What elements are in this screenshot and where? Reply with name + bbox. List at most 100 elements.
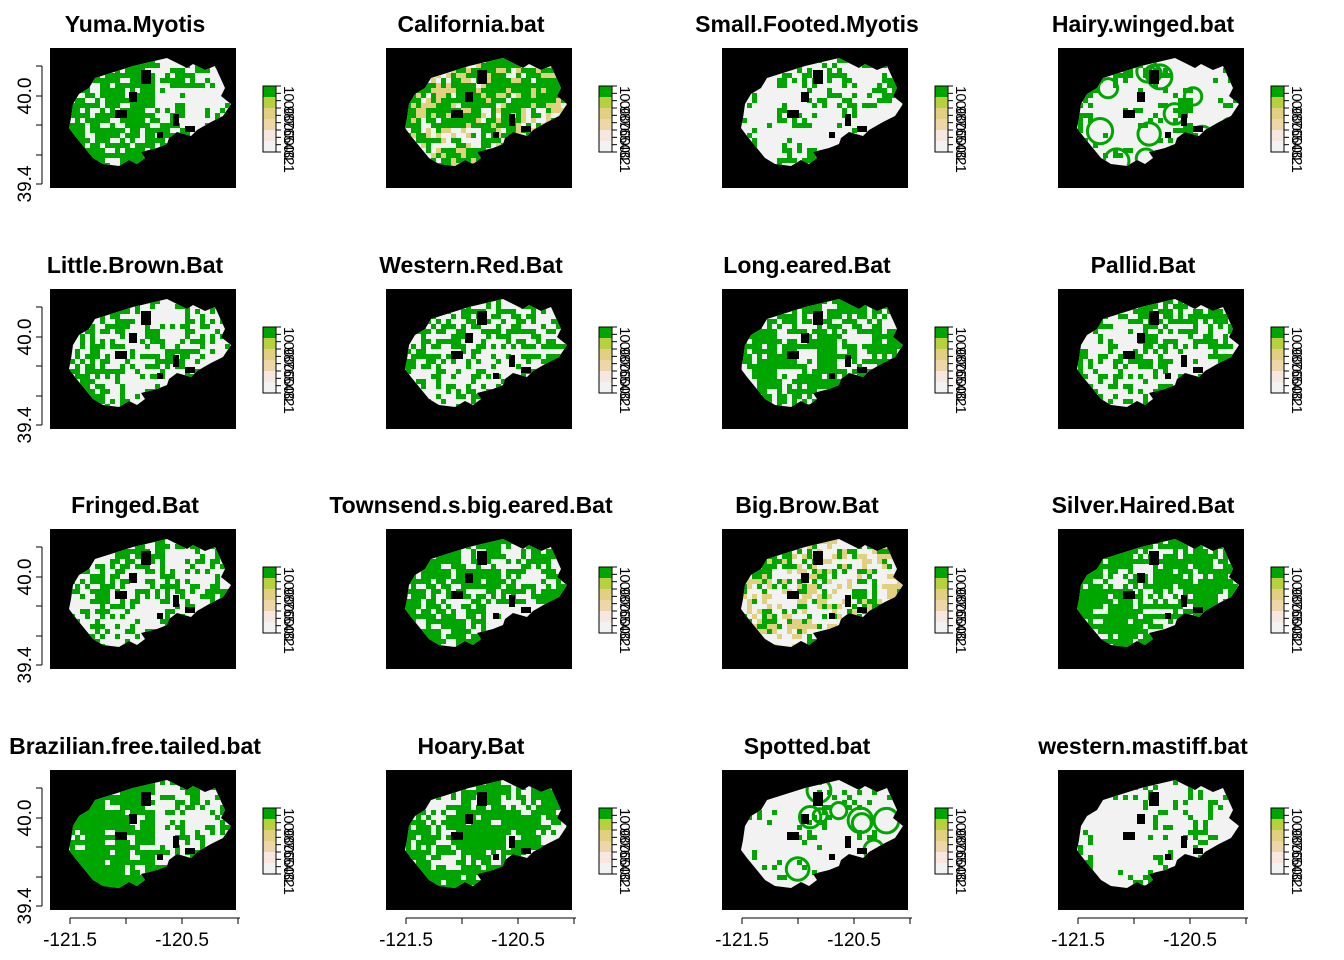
- panel: Long.eared.Bat 10.90.80.70.60.50.40.30.20…: [722, 252, 969, 429]
- panel-title: Small.Footed.Myotis: [695, 11, 919, 37]
- legend-tick-label: 0.2: [952, 867, 969, 888]
- legend-tick-label: 0.4: [952, 371, 969, 392]
- legend-tick-label: 0.7: [616, 830, 633, 851]
- legend-tick-label: 0.2: [1288, 386, 1305, 407]
- legend-tick-label: 0.8: [1288, 582, 1305, 603]
- y-tick-label: 40.0: [15, 78, 36, 115]
- color-legend: 10.90.80.70.60.50.40.30.20.1: [1270, 807, 1305, 895]
- legend-tick-label: 0.9: [1288, 815, 1305, 836]
- legend-tick-label: 0.5: [1288, 364, 1305, 385]
- y-tick-label: 40.0: [15, 559, 36, 596]
- panel-title: Yuma.Myotis: [65, 11, 206, 37]
- legend-tick-label: 0.2: [1288, 145, 1305, 166]
- x-tick-label: -121.5: [715, 930, 769, 951]
- legend-tick-label: 0.4: [952, 852, 969, 873]
- legend-tick-label: 0.6: [952, 596, 969, 617]
- legend-tick-label: 0.1: [952, 874, 969, 895]
- y-tick-label: 39.4: [15, 406, 36, 443]
- legend-tick-label: 0.8: [616, 582, 633, 603]
- legend-tick-label: 0.3: [1288, 859, 1305, 880]
- legend-tick-label: 0.7: [1288, 349, 1305, 370]
- legend-tick-label: 1: [1288, 808, 1305, 816]
- legend-tick-label: 0.9: [280, 815, 297, 836]
- panel: Silver.Haired.Bat 10.90.80.70.60.50.40.30…: [1052, 492, 1305, 669]
- legend-tick-label: 0.5: [616, 604, 633, 625]
- y-axis: 40.0 39.4: [15, 546, 43, 683]
- legend-tick-label: 1: [616, 86, 633, 94]
- legend-tick-label: 1: [280, 808, 297, 816]
- panel: western.mastiff.bat 10.90.80.70.60.50.40.…: [1037, 733, 1305, 951]
- x-axis: -121.5 -120.5: [379, 917, 576, 951]
- panel: Western.Red.Bat 10.90.80.70.60.50.40.30.2…: [379, 252, 633, 429]
- legend-tick-label: 0.7: [952, 830, 969, 851]
- legend-tick-label: 0.7: [280, 108, 297, 129]
- legend-tick-label: 0.2: [952, 386, 969, 407]
- legend-tick-label: 0.1: [952, 393, 969, 414]
- legend-tick-label: 0.8: [280, 823, 297, 844]
- legend-tick-label: 0.5: [280, 364, 297, 385]
- legend-tick-label: 0.1: [952, 152, 969, 173]
- legend-tick-label: 0.3: [952, 137, 969, 158]
- legend-tick-label: 0.5: [952, 364, 969, 385]
- legend-tick-label: 0.7: [1288, 830, 1305, 851]
- color-legend: 10.90.80.70.60.50.40.30.20.1: [262, 807, 297, 895]
- legend-tick-label: 0.8: [280, 101, 297, 122]
- legend-tick-label: 1: [952, 567, 969, 575]
- legend-tick-label: 0.3: [1288, 618, 1305, 639]
- legend-tick-label: 1: [616, 808, 633, 816]
- color-legend: 10.90.80.70.60.50.40.30.20.1: [934, 326, 969, 414]
- color-legend: 10.90.80.70.60.50.40.30.20.1: [262, 566, 297, 654]
- legend-tick-label: 1: [1288, 567, 1305, 575]
- legend-tick-label: 0.4: [280, 852, 297, 873]
- panel-title: Pallid.Bat: [1091, 252, 1196, 278]
- legend-tick-label: 0.9: [280, 334, 297, 355]
- legend-tick-label: 0.5: [952, 604, 969, 625]
- legend-tick-label: 0.1: [616, 393, 633, 414]
- legend-tick-label: 0.1: [952, 633, 969, 654]
- legend-tick-label: 0.8: [280, 342, 297, 363]
- legend-tick-label: 0.3: [616, 378, 633, 399]
- legend-tick-label: 0.6: [1288, 596, 1305, 617]
- legend-tick-label: 0.4: [952, 130, 969, 151]
- x-tick-label: -120.5: [827, 930, 881, 951]
- legend-tick-label: 0.2: [1288, 867, 1305, 888]
- x-axis: -121.5 -120.5: [1051, 917, 1248, 951]
- legend-tick-label: 0.9: [280, 574, 297, 595]
- legend-tick-label: 0.2: [952, 145, 969, 166]
- legend-tick-label: 1: [952, 327, 969, 335]
- legend-tick-label: 0.1: [616, 874, 633, 895]
- legend-tick-label: 0.8: [616, 342, 633, 363]
- panel: Hairy.winged.bat 10.90.80.70.60.50.40.30.…: [1052, 11, 1305, 188]
- legend-tick-label: 0.4: [280, 130, 297, 151]
- legend-tick-label: 0.6: [616, 115, 633, 136]
- legend-tick-label: 0.9: [952, 574, 969, 595]
- legend-tick-label: 1: [616, 567, 633, 575]
- y-axis: 40.0 39.4: [15, 306, 43, 443]
- legend-tick-label: 0.2: [280, 867, 297, 888]
- legend-tick-label: 0.6: [616, 837, 633, 858]
- legend-tick-label: 0.8: [952, 101, 969, 122]
- legend-tick-label: 0.5: [616, 123, 633, 144]
- x-tick-label: -121.5: [43, 930, 97, 951]
- legend-tick-label: 0.4: [1288, 611, 1305, 632]
- legend-tick-label: 0.1: [280, 393, 297, 414]
- legend-tick-label: 1: [280, 567, 297, 575]
- legend-tick-label: 0.5: [1288, 123, 1305, 144]
- panel-title: Silver.Haired.Bat: [1052, 492, 1235, 518]
- x-tick-label: -120.5: [491, 930, 545, 951]
- legend-tick-label: 0.5: [952, 123, 969, 144]
- legend-tick-label: 0.4: [280, 611, 297, 632]
- legend-tick-label: 0.5: [280, 123, 297, 144]
- color-legend: 10.90.80.70.60.50.40.30.20.1: [1270, 326, 1305, 414]
- panel-title: Little.Brown.Bat: [47, 252, 224, 278]
- panel-title: Hairy.winged.bat: [1052, 11, 1235, 37]
- legend-tick-label: 0.9: [616, 574, 633, 595]
- legend-tick-label: 0.6: [952, 837, 969, 858]
- legend-tick-label: 0.1: [616, 152, 633, 173]
- panel-title: Long.eared.Bat: [723, 252, 891, 278]
- panel: Spotted.bat10.90.80.70.60.50.40.30.20.1-…: [715, 733, 969, 951]
- x-axis: -121.5 -120.5: [715, 917, 912, 951]
- panel: Brazilian.free.tailed.bat10.90.80.70.60.…: [9, 733, 297, 951]
- legend-tick-label: 0.1: [280, 874, 297, 895]
- legend-tick-label: 0.9: [1288, 574, 1305, 595]
